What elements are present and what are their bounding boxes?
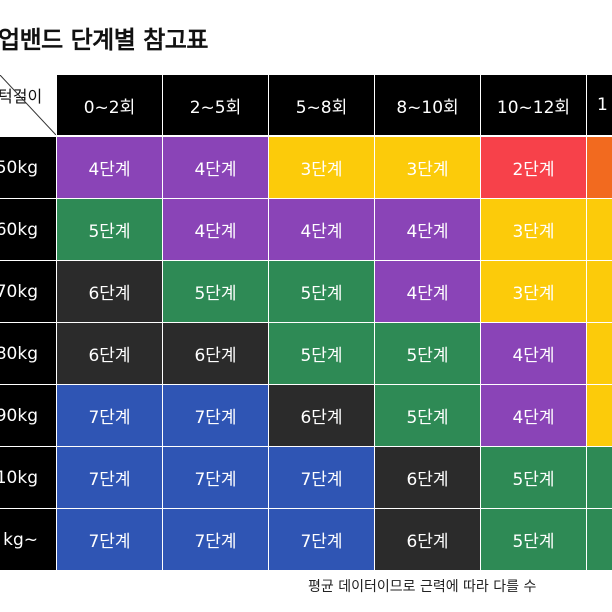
table-cell: 5단계 — [57, 199, 162, 260]
table-cell: 6단계 — [57, 323, 162, 384]
table-cell: 7단계 — [269, 447, 374, 508]
row-label: kg~ — [0, 509, 56, 570]
table-cell: 5단계 — [375, 323, 480, 384]
page-title: 업밴드 단계별 참고표 — [0, 26, 208, 54]
table-cell — [587, 137, 612, 198]
table-cell: 5단계 — [481, 447, 586, 508]
table-cell: 5단계 — [163, 261, 268, 322]
row-label: 80kg — [0, 323, 56, 384]
table-cell: 6단계 — [163, 323, 268, 384]
table-cell: 4단계 — [163, 137, 268, 198]
table-cell: 2단계 — [481, 137, 586, 198]
table-cell: 4단계 — [481, 385, 586, 446]
table-cell: 3단계 — [375, 137, 480, 198]
column-header: 2~5회 — [163, 75, 268, 135]
reference-table: 턱걸이 0~2회 2~5회 5~8회 8~10회 10~12회 1 50kg 4단계 4단계 3단… — [0, 75, 612, 570]
table-cell: 7단계 — [163, 509, 268, 570]
table-cell: 6단계 — [57, 261, 162, 322]
table-cell: 4단계 — [375, 199, 480, 260]
column-header: 1 — [587, 75, 612, 135]
table-cell: 5단계 — [269, 261, 374, 322]
row-label: 10kg — [0, 447, 56, 508]
corner-label: 턱걸이 — [0, 87, 43, 106]
footer-note: 평균 데이터이므로 근력에 따라 다를 수 — [308, 579, 537, 595]
row-label: 90kg — [0, 385, 56, 446]
column-header: 10~12회 — [481, 75, 586, 135]
table-cell — [587, 261, 612, 322]
table-cell: 4단계 — [269, 199, 374, 260]
table-cell: 5단계 — [375, 385, 480, 446]
column-header: 8~10회 — [375, 75, 480, 135]
table-cell: 5단계 — [481, 509, 586, 570]
table-cell: 4단계 — [481, 323, 586, 384]
row-label: 60kg — [0, 199, 56, 260]
table-cell: 6단계 — [269, 385, 374, 446]
table-cell — [587, 509, 612, 570]
table-cell — [587, 199, 612, 260]
table-cell: 3단계 — [481, 199, 586, 260]
table-cell: 4단계 — [57, 137, 162, 198]
row-label: 50kg — [0, 137, 56, 198]
table-cell — [587, 323, 612, 384]
table-cell: 7단계 — [269, 509, 374, 570]
column-header: 5~8회 — [269, 75, 374, 135]
table-cell: 3단계 — [269, 137, 374, 198]
table-cell: 4단계 — [375, 261, 480, 322]
table-cell: 3단계 — [481, 261, 586, 322]
table-cell — [587, 385, 612, 446]
table-cell: 4단계 — [163, 199, 268, 260]
column-header: 0~2회 — [57, 75, 162, 135]
table-corner: 턱걸이 — [0, 75, 56, 135]
table-cell: 5단계 — [269, 323, 374, 384]
table-cell: 7단계 — [57, 385, 162, 446]
table-cell: 6단계 — [375, 447, 480, 508]
table-cell — [587, 447, 612, 508]
table-cell: 7단계 — [57, 447, 162, 508]
table-cell: 7단계 — [163, 385, 268, 446]
row-label: 70kg — [0, 261, 56, 322]
table-cell: 6단계 — [375, 509, 480, 570]
table-cell: 7단계 — [57, 509, 162, 570]
table-cell: 7단계 — [163, 447, 268, 508]
diagonal-divider-icon — [0, 75, 56, 135]
